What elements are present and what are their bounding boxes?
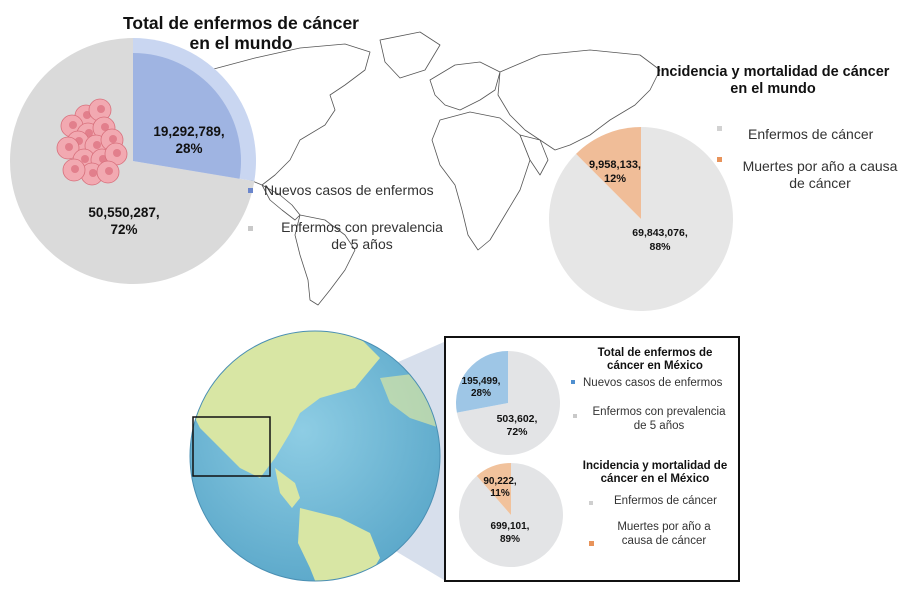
pie2-slice-enfermos xyxy=(548,127,733,311)
asia-shape xyxy=(497,49,661,151)
legend3-label-nuevos: Nuevos casos de enfermos xyxy=(583,377,723,389)
legend2-label-muertes-line1: Muertes por año a causa xyxy=(742,158,898,174)
chart2-title-line1: Incidencia y mortalidad de cáncer xyxy=(656,64,890,80)
legend4-swatch-muertes xyxy=(589,541,594,546)
pie2-label-enfermos-percent: 88% xyxy=(649,241,671,253)
pie-chart-mexico-mortality: 90,222, 11% 699,101, 89% xyxy=(458,463,563,567)
pie1-label-nuevos-percent: 28% xyxy=(175,141,202,156)
chart3-title-line1: Total de enfermos de xyxy=(597,347,713,359)
cancer-cells-illustration xyxy=(56,98,128,186)
zoom-region-box xyxy=(192,416,271,477)
legend4-label-muertes: Muertes por año a causa de cáncer xyxy=(604,521,724,549)
pie2-label-enfermos-value: 69,843,076, xyxy=(632,227,688,239)
chart4-title-line1: Incidencia y mortalidad de xyxy=(582,460,728,472)
pie1-slice-nuevos xyxy=(133,53,242,179)
central-america-shape xyxy=(261,184,301,221)
chart4-title: Incidencia y mortalidad de cáncer en el … xyxy=(574,460,736,486)
globe-illustration xyxy=(189,330,444,582)
pie4-label-enfermos-value: 699,101, xyxy=(491,521,530,532)
pie-chart-world-total: 19,292,789, 28% 50,550,287, 72% xyxy=(9,38,256,284)
chart1-title: Total de enfermos de cáncer en el mundo xyxy=(96,13,386,53)
legend4-label-muertes-line2: causa de cáncer xyxy=(621,534,707,547)
legend4-swatch-enfermos xyxy=(589,501,593,505)
pie-chart-mexico-total: 195,499, 28% 503,602, 72% xyxy=(456,351,561,455)
south-america-shape xyxy=(294,214,356,306)
chart2-title: Incidencia y mortalidad de cáncer en el … xyxy=(628,64,918,97)
legend2-swatch-enfermos xyxy=(717,126,722,131)
pie2-label-muertes-value: 9,958,133, xyxy=(589,159,641,171)
legend1-label-prevalencia-line2: de 5 años xyxy=(331,235,393,252)
legend2-label-muertes-line2: de cáncer xyxy=(789,174,851,191)
legend2-label-muertes: Muertes por año a causa de cáncer xyxy=(730,158,910,192)
pie1-label-prevalencia-percent: 72% xyxy=(110,222,137,237)
pie1-label-nuevos-value: 19,292,789, xyxy=(153,124,224,139)
pie4-label-enfermos-percent: 89% xyxy=(500,534,520,545)
legend3-swatch-nuevos xyxy=(571,380,575,384)
chart2-title-line2: en el mundo xyxy=(730,80,816,97)
pie3-slice-nuevos xyxy=(456,351,508,413)
pie3-label-prevalencia-value: 503,602, xyxy=(497,413,538,425)
pie3-label-nuevos-value: 195,499, xyxy=(462,376,501,387)
pie4-label-muertes-percent: 11% xyxy=(490,488,510,499)
legend2-swatch-muertes xyxy=(717,157,722,162)
legend1-label-prevalencia-line1: Enfermos con prevalencia xyxy=(281,219,443,235)
chart3-title-line2: cáncer en México xyxy=(607,360,703,373)
legend1-label-prevalencia: Enfermos con prevalencia de 5 años xyxy=(262,219,462,253)
pie3-label-nuevos-percent: 28% xyxy=(471,388,491,399)
legend4-label-muertes-line1: Muertes por año a xyxy=(617,521,711,533)
legend2-label-enfermos: Enfermos de cáncer xyxy=(748,126,874,142)
chart3-title: Total de enfermos de cáncer en México xyxy=(580,347,730,373)
chart1-title-line2: en el mundo xyxy=(189,33,293,54)
legend3-swatch-prevalencia xyxy=(573,414,577,418)
greenland-shape xyxy=(379,31,441,79)
africa-shape xyxy=(431,111,531,251)
pie1-label-prevalencia-value: 50,550,287, xyxy=(88,205,159,220)
chart1-title-line1: Total de enfermos de cáncer xyxy=(122,13,359,33)
pie3-label-prevalencia-percent: 72% xyxy=(506,426,528,438)
legend1-swatch-prevalencia xyxy=(248,226,253,231)
pie2-slice-muertes xyxy=(576,127,641,219)
legend3-label-prevalencia-line1: Enfermos con prevalencia xyxy=(592,406,726,418)
legend4-label-enfermos: Enfermos de cáncer xyxy=(614,495,717,507)
pie-chart-world-mortality: 9,958,133, 12% 69,843,076, 88% xyxy=(548,127,733,311)
pie4-slice-muertes xyxy=(476,463,511,515)
pie4-label-muertes-value: 90,222, xyxy=(483,476,517,487)
chart4-title-line2: cáncer en el México xyxy=(600,473,710,486)
europe-shape xyxy=(429,61,501,111)
india-shape xyxy=(519,134,549,176)
legend3-label-prevalencia-line2: de 5 años xyxy=(633,419,685,432)
legend1-label-nuevos: Nuevos casos de enfermos xyxy=(264,182,434,198)
pie1-slice-prevalencia xyxy=(9,38,255,284)
legend1-swatch-nuevos xyxy=(248,188,253,193)
pie2-label-muertes-percent: 12% xyxy=(604,173,626,185)
globe-landmasses xyxy=(190,331,440,581)
legend3-label-prevalencia: Enfermos con prevalencia de 5 años xyxy=(585,406,733,434)
pie4-slice-enfermos xyxy=(458,463,563,567)
pie3-slice-prevalencia xyxy=(456,351,561,455)
